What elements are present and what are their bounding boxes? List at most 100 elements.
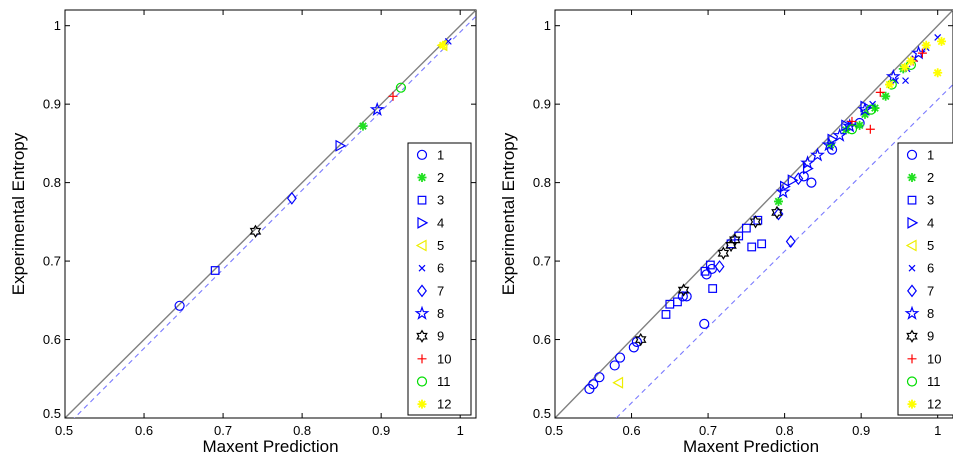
data-point-series-9 bbox=[749, 215, 762, 229]
dashed-reference-line bbox=[73, 15, 476, 418]
x-axis-label: Maxent Prediction bbox=[683, 437, 819, 456]
dashed-reference-line bbox=[615, 84, 953, 418]
legend-marker-4 bbox=[417, 216, 429, 229]
legend-box bbox=[897, 142, 953, 416]
data-point-series-8 bbox=[842, 118, 858, 133]
data-point-series-1 bbox=[174, 300, 185, 311]
data-point-series-7 bbox=[714, 260, 725, 274]
data-point-series-11 bbox=[395, 82, 407, 93]
data-point-series-8 bbox=[885, 68, 901, 84]
data-point-series-3 bbox=[705, 260, 715, 270]
data-point-series-4 bbox=[335, 139, 347, 152]
legend-label-3: 3 bbox=[927, 193, 934, 208]
x-tick-label: 0.6 bbox=[622, 423, 640, 438]
legend-marker-8 bbox=[904, 305, 920, 320]
data-point-series-4 bbox=[827, 133, 839, 146]
data-point-series-12 bbox=[937, 36, 947, 46]
legend-marker-3 bbox=[907, 195, 917, 205]
data-point-series-1 bbox=[677, 291, 688, 302]
data-point-series-2 bbox=[826, 140, 836, 150]
data-point-series-1 bbox=[628, 342, 639, 353]
data-point-series-8 bbox=[857, 101, 873, 116]
data-point-series-9 bbox=[634, 332, 647, 347]
data-point-series-12 bbox=[438, 40, 448, 50]
legend-label-1: 1 bbox=[437, 147, 444, 162]
legend-label-8: 8 bbox=[437, 306, 444, 321]
legend-label-2: 2 bbox=[927, 170, 934, 185]
data-point-series-3 bbox=[661, 310, 671, 319]
data-point-series-12 bbox=[933, 68, 943, 78]
legend-marker-8 bbox=[414, 305, 430, 320]
data-points bbox=[584, 34, 947, 395]
data-point-series-9 bbox=[729, 233, 741, 247]
legend-label-6: 6 bbox=[437, 261, 444, 276]
data-point-series-5 bbox=[612, 376, 624, 389]
data-point-series-8 bbox=[369, 101, 385, 116]
data-point-series-4 bbox=[780, 180, 791, 193]
y-tick-label: 1 bbox=[544, 18, 551, 33]
x-tick-label: 0.7 bbox=[214, 423, 232, 438]
y-tick-label: 0.9 bbox=[43, 97, 61, 112]
y-tick-label: 0.7 bbox=[43, 254, 61, 269]
legend-label-5: 5 bbox=[437, 238, 444, 253]
data-point-series-12 bbox=[906, 56, 916, 66]
data-point-series-10 bbox=[875, 87, 885, 97]
legend-label-11: 11 bbox=[437, 374, 451, 389]
data-point-series-3 bbox=[747, 242, 757, 252]
data-point-series-7 bbox=[286, 191, 297, 205]
legend-marker-1 bbox=[416, 149, 428, 160]
x-tick-label: 0.9 bbox=[852, 423, 870, 438]
x-tick-label: 1 bbox=[934, 423, 941, 438]
legend-marker-6 bbox=[418, 264, 426, 272]
y-tick-label: 0.5 bbox=[533, 406, 551, 421]
legend-marker-1 bbox=[906, 149, 918, 160]
data-point-series-12 bbox=[884, 80, 894, 90]
legend-label-4: 4 bbox=[437, 215, 444, 230]
data-point-series-11 bbox=[866, 104, 877, 115]
x-axis-label: Maxent Prediction bbox=[202, 437, 338, 456]
legend-marker-3 bbox=[417, 195, 427, 205]
data-point-series-8 bbox=[821, 137, 837, 152]
legend-marker-11 bbox=[906, 376, 918, 387]
legend-label-10: 10 bbox=[927, 351, 941, 366]
data-point-series-9 bbox=[771, 205, 783, 220]
data-point-series-3 bbox=[210, 266, 220, 275]
y-tick-label: 0.9 bbox=[533, 97, 551, 112]
data-point-series-2 bbox=[881, 91, 891, 101]
x-tick-label: 0.7 bbox=[699, 423, 717, 438]
legend-label-12: 12 bbox=[927, 397, 941, 412]
data-point-series-4 bbox=[841, 119, 853, 132]
data-point-series-10 bbox=[388, 91, 398, 101]
data-point-series-8 bbox=[800, 155, 816, 170]
data-point-series-7 bbox=[793, 172, 804, 186]
legend-marker-9 bbox=[906, 329, 918, 343]
legend-label-3: 3 bbox=[437, 193, 444, 208]
x-tick-label: 1 bbox=[457, 423, 464, 438]
y-tick-label: 1 bbox=[54, 18, 61, 33]
legend-marker-5 bbox=[905, 239, 917, 252]
data-point-series-12 bbox=[900, 62, 910, 72]
data-point-series-2 bbox=[773, 196, 783, 206]
y-tick-label: 0.8 bbox=[43, 175, 61, 190]
y-tick-label: 0.6 bbox=[43, 332, 61, 347]
data-point-series-9 bbox=[249, 224, 262, 238]
legend-label-1: 1 bbox=[927, 147, 934, 162]
data-point-series-1 bbox=[588, 379, 599, 390]
data-point-series-8 bbox=[810, 147, 825, 162]
data-point-series-6 bbox=[444, 37, 452, 45]
data-point-series-8 bbox=[832, 127, 848, 142]
data-point-series-3 bbox=[741, 223, 751, 233]
data-point-series-2 bbox=[860, 109, 870, 119]
data-point-series-1 bbox=[681, 291, 692, 302]
data-point-series-3 bbox=[673, 297, 682, 307]
legend-marker-7 bbox=[907, 284, 917, 298]
data-point-series-6 bbox=[902, 77, 909, 85]
legend-label-4: 4 bbox=[927, 215, 934, 230]
data-point-series-2 bbox=[358, 121, 368, 131]
legend-label-2: 2 bbox=[437, 170, 444, 185]
legend-marker-6 bbox=[908, 264, 916, 272]
x-tick-label: 0.8 bbox=[776, 423, 794, 438]
